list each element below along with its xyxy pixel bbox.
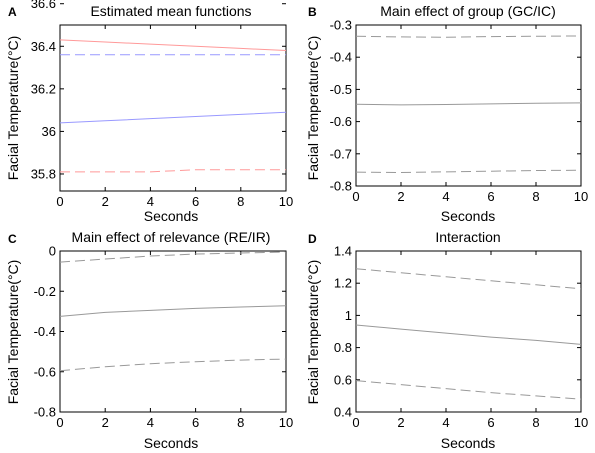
panel-a-series-4-line (60, 169, 286, 173)
panel-b-letter: B (308, 5, 317, 19)
panel-a-series-1-line (59, 39, 287, 52)
panel-a-ytick-label: 36.2 (31, 81, 56, 96)
panel-b-series-2-line (355, 102, 582, 106)
panel-b-xtick-label: 6 (487, 189, 494, 204)
panel-c-xlabel: Seconds (144, 435, 198, 451)
panel-b-ytick-label: -0.4 (330, 50, 352, 65)
panel-c-axes-frame (59, 250, 287, 413)
panel-d-ticks: 0 2 4 6 8 10 0.4 0.6 0.8 1 1.2 1.4 (334, 244, 588, 431)
panel-b-series-3-line (355, 169, 582, 173)
panel-c-series-1-line (59, 251, 287, 263)
panel-b-xlabel: Seconds (441, 208, 495, 224)
panel-a: A Estimated mean functions Seconds Facia… (5, 0, 293, 224)
panel-a-xtick-label: 10 (279, 194, 293, 209)
panel-b-xtick-label: 10 (574, 189, 588, 204)
panel-c-xtick-label: 10 (279, 415, 293, 430)
panel-b-series (355, 35, 582, 173)
panel-a-axes-frame (59, 24, 287, 192)
panel-c-letter: C (8, 232, 17, 246)
panel-d-series-1-line (355, 268, 582, 290)
panel-a-xlabel: Seconds (144, 208, 198, 224)
panel-d-letter: D (308, 232, 317, 246)
panel-c-ytick-label: -0.8 (34, 405, 56, 420)
panel-c-ytick-label: -0.4 (34, 324, 56, 339)
panel-b-title: Main effect of group (GC/IC) (380, 3, 556, 19)
panel-d-ytick-label: 1.4 (334, 244, 352, 259)
panel-a-ytick-label: 36 (42, 124, 56, 139)
panel-c-ytick-label: 0 (49, 244, 56, 259)
panel-b-ytick-label: -0.6 (330, 114, 352, 129)
panel-d-xtick-label: 6 (487, 415, 494, 430)
panel-a-xtick-label: 4 (147, 194, 154, 209)
panel-d-series (355, 268, 582, 400)
panel-d-ytick-label: 1.2 (334, 276, 352, 291)
panel-d-xtick-label: 10 (574, 415, 588, 430)
panel-d-xtick-label: 0 (352, 415, 359, 430)
panel-a-xtick-label: 0 (56, 194, 63, 209)
panel-b-ticks: 0 2 4 6 8 10 -0.8 -0.7 -0.6 -0.5 -0.4 -0.3 (330, 18, 589, 205)
panel-d-ytick-label: 0.8 (334, 340, 352, 355)
panel-d-title: Interaction (435, 229, 500, 245)
panel-b: B Main effect of group (GC/IC) Seconds F… (305, 3, 588, 224)
panel-b-series-1-line (355, 35, 582, 38)
panel-a-ytick-label: 36.6 (31, 0, 56, 11)
panel-a-letter: A (8, 5, 17, 19)
panel-c-series (59, 251, 287, 372)
panel-b-axes-frame (355, 24, 582, 187)
panel-a-title: Estimated mean functions (90, 3, 251, 19)
panel-d-xtick-label: 8 (532, 415, 539, 430)
panel-d-axes-frame (355, 250, 582, 413)
panel-a-ytick-label: 35.8 (31, 166, 56, 181)
panel-c-xtick-label: 4 (147, 415, 154, 430)
panel-d: D Interaction Seconds Facial Temperature… (305, 229, 588, 451)
panel-c-xtick-label: 8 (237, 415, 244, 430)
panel-c-title: Main effect of relevance (RE/IR) (72, 229, 271, 245)
panel-c-ytick-label: -0.2 (34, 284, 56, 299)
panel-b-ytick-label: -0.7 (330, 146, 352, 161)
panel-d-ylabel: Facial Temperature(°C) (305, 260, 321, 405)
panel-d-series-2-line (355, 324, 582, 345)
panel-b-xtick-label: 0 (352, 189, 359, 204)
panel-a-xtick-label: 2 (102, 194, 109, 209)
panel-c-xtick-label: 2 (102, 415, 109, 430)
panel-c-xtick-label: 6 (192, 415, 199, 430)
panel-d-ytick-label: 0.4 (334, 405, 352, 420)
panel-a-ticks: 0 2 4 6 8 10 35.8 36 36.2 36.4 36.6 (31, 0, 294, 209)
panel-d-xtick-label: 2 (397, 415, 404, 430)
panel-c-ylabel: Facial Temperature(°C) (5, 260, 21, 405)
panel-d-series-3-line (355, 380, 582, 400)
panel-b-xtick-label: 4 (442, 189, 449, 204)
panel-a-ylabel: Facial Temperature(°C) (5, 36, 21, 181)
panel-b-ytick-label: -0.3 (330, 18, 352, 33)
panel-b-ylabel: Facial Temperature(°C) (305, 36, 321, 181)
panel-b-ytick-label: -0.5 (330, 82, 352, 97)
panel-c-xtick-label: 0 (56, 415, 63, 430)
panel-c-ytick-label: -0.6 (34, 364, 56, 379)
panel-c-ticks: 0 2 4 6 8 10 -0.8 -0.6 -0.4 -0.2 0 (34, 244, 294, 431)
panel-d-ytick-label: 0.6 (334, 372, 352, 387)
panel-d-xtick-label: 4 (442, 415, 449, 430)
panel-d-ytick-label: 1 (345, 308, 352, 323)
panel-b-ytick-label: -0.8 (330, 179, 352, 194)
panel-c-series-2-line (59, 305, 287, 317)
panel-c-series-3-line (59, 358, 287, 372)
panel-a-xtick-label: 6 (192, 194, 199, 209)
panel-b-xtick-label: 2 (397, 189, 404, 204)
panel-a-series (59, 39, 287, 173)
panel-b-xtick-label: 8 (532, 189, 539, 204)
panel-a-xtick-label: 8 (237, 194, 244, 209)
panel-a-ytick-label: 36.4 (31, 39, 56, 54)
panel-d-xlabel: Seconds (441, 435, 495, 451)
panel-c: C Main effect of relevance (RE/IR) Secon… (5, 229, 293, 451)
panel-a-series-3-line (59, 111, 287, 124)
